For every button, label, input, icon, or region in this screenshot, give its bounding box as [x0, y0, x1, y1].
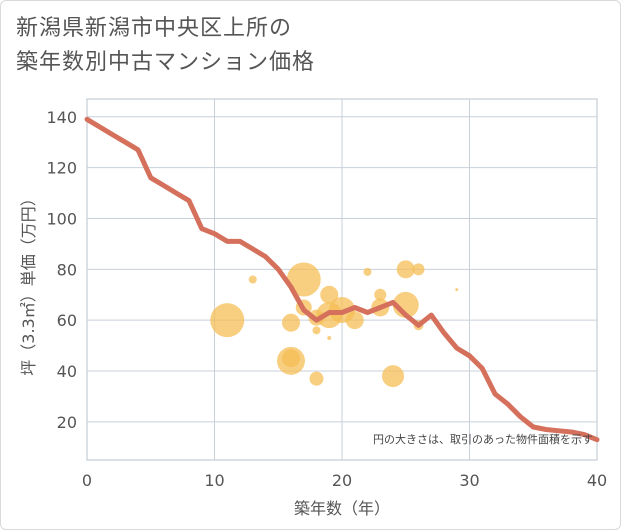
bubble-point: [327, 335, 332, 340]
x-tick-label: 0: [82, 471, 92, 490]
bubble-point: [312, 326, 321, 335]
bubble-point: [282, 349, 300, 368]
y-tick-label: 100: [46, 209, 77, 228]
bubble-point: [286, 262, 321, 297]
bubble-size-note: 円の大きさは、取引のあった物件面積を示す: [373, 432, 593, 446]
bubble-point: [248, 275, 257, 284]
bubble-point: [320, 285, 339, 304]
x-tick-label: 30: [459, 471, 479, 490]
x-tick-label: 20: [332, 471, 352, 490]
bubble-point: [363, 267, 372, 276]
x-axis-label: 築年数（年）: [294, 499, 390, 518]
x-tick-label: 10: [204, 471, 224, 490]
bubble-point: [396, 260, 415, 279]
bubble-point: [455, 288, 459, 292]
line-series: [84, 116, 600, 443]
bubble-point: [382, 365, 404, 388]
y-tick-label: 80: [57, 260, 77, 279]
bubble-series: [210, 260, 459, 388]
grid: [86, 98, 598, 461]
y-tick-label: 40: [57, 362, 77, 381]
bubble-point: [210, 303, 245, 338]
chart-title-line-2: 築年数別中古マンション価格: [16, 50, 316, 75]
y-tick-label: 20: [57, 413, 77, 432]
y-tick-label: 120: [46, 159, 77, 178]
bubble-point: [412, 263, 425, 276]
y-tick-label: 60: [57, 311, 77, 330]
bubble-point: [345, 311, 364, 330]
x-tick-label: 40: [587, 471, 607, 490]
chart-title: 新潟県新潟市中央区上所の 築年数別中古マンション価格: [16, 12, 315, 80]
chart-title-line-1: 新潟県新潟市中央区上所の: [16, 16, 293, 41]
bubble-point: [282, 313, 300, 332]
average-price-line: [84, 116, 600, 443]
tick-labels: 0 10 20 30 40 20 40 60 80 100 120 140: [46, 108, 607, 490]
y-tick-label: 140: [46, 108, 77, 127]
bubble-point: [309, 371, 324, 386]
y-axis-label: 坪（3.3㎡）単価（万円）: [19, 190, 38, 375]
bubble-point: [374, 288, 387, 301]
